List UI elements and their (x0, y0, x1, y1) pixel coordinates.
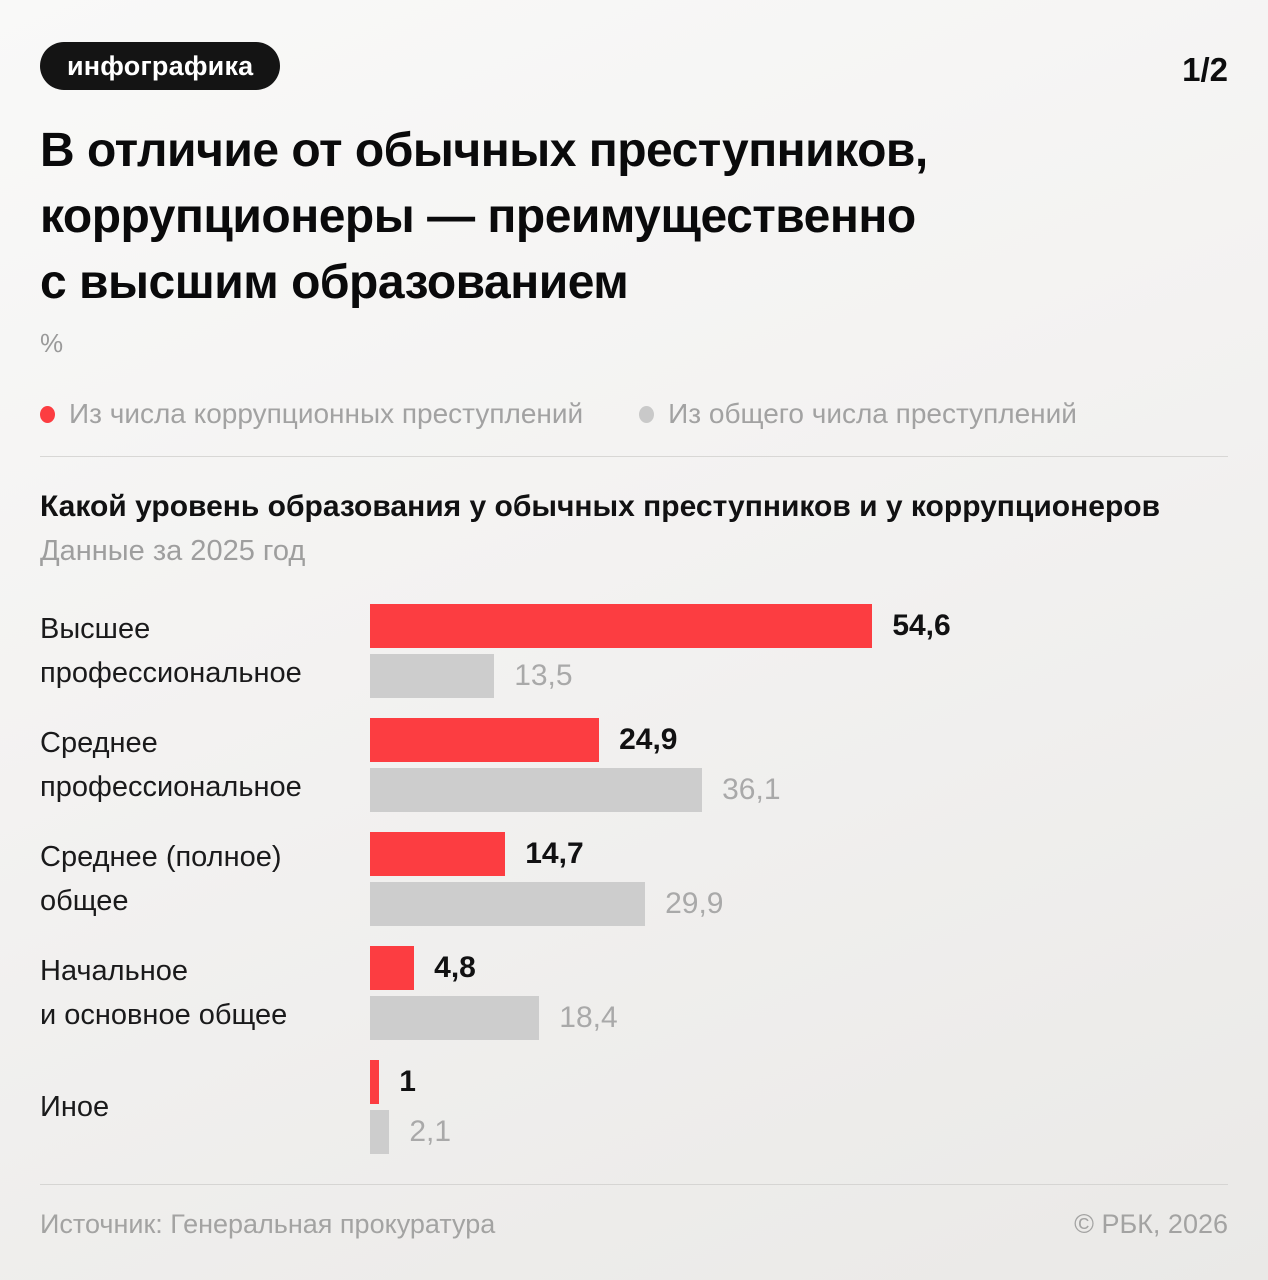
category-label: Иное (40, 1091, 110, 1123)
bar-value-corruption: 4,8 (434, 951, 476, 984)
header: инфографика 1/2 (40, 42, 1228, 90)
chart-row-secondary-full: Среднее (полное) общее 14,7 29,9 (40, 832, 1228, 926)
chart-question: Какой уровень образования у обычных прес… (40, 490, 1161, 523)
legend-red-dot-icon (40, 405, 55, 423)
category-label: Среднее профессиональное (40, 727, 302, 803)
bar-total (370, 882, 646, 926)
legend-item-total: Из общего числа преступлений (639, 398, 1077, 430)
bar-value-total: 18,4 (559, 1001, 618, 1034)
legend-gray-dot-icon (639, 405, 655, 423)
bar-value-total: 2,1 (409, 1115, 452, 1148)
bar-value-corruption: 54,6 (892, 609, 951, 642)
bar-total (370, 768, 703, 812)
bar-value-total: 36,1 (722, 773, 781, 806)
category-label: Высшее профессиональное (40, 613, 302, 689)
copyright-label: © РБК, 2026 (1074, 1209, 1228, 1239)
unit-label: % (40, 328, 64, 358)
bar-corruption (370, 1060, 380, 1104)
source-label: Источник: Генеральная прокуратура (40, 1209, 496, 1239)
bar-total (370, 996, 540, 1040)
bar-value-total: 29,9 (665, 887, 724, 920)
title-line-1: В отличие от обычных преступников, (40, 124, 928, 177)
bar-corruption (370, 832, 506, 876)
bar-corruption (370, 718, 600, 762)
bar-value-total: 13,5 (514, 659, 573, 692)
bar-value-corruption: 14,7 (525, 837, 584, 870)
bar-corruption (370, 946, 415, 990)
chart-row-secondary-professional: Среднее профессиональное 24,9 36,1 (40, 718, 1228, 812)
category-label: Среднее (полное) общее (40, 841, 282, 917)
bar-chart: Высшее профессиональное 54,6 13,5 Средне… (40, 604, 1228, 1154)
infographic-badge: инфографика (40, 42, 281, 90)
legend: Из числа коррупционных преступлений Из о… (40, 398, 1228, 430)
title-line-3: с высшим образованием (40, 256, 629, 309)
bar-total (370, 1110, 390, 1154)
legend-item-corruption: Из числа коррупционных преступлений (40, 398, 583, 430)
bar-value-corruption: 24,9 (619, 723, 678, 756)
data-period-note: Данные за 2025 год (40, 535, 306, 567)
page-counter: 1/2 (1182, 51, 1228, 88)
category-label: Начальное и основное общее (40, 955, 288, 1031)
chart-row-primary-basic: Начальное и основное общее 4,8 18,4 (40, 946, 1228, 1040)
bar-total (370, 654, 495, 698)
footer: Источник: Генеральная прокуратура © РБК,… (40, 1184, 1228, 1240)
bar-corruption (370, 604, 873, 648)
page-title: В отличие от обычных преступников, корру… (40, 118, 1228, 316)
badge-label: инфографика (67, 51, 254, 81)
chart-row-other: Иное 1 2,1 (40, 1060, 1228, 1154)
title-line-2: коррупционеры — преимущественно (40, 190, 916, 243)
legend-corruption-label: Из числа коррупционных преступлений (69, 398, 584, 429)
top-divider (40, 456, 1228, 457)
bar-value-corruption: 1 (399, 1065, 416, 1098)
legend-total-label: Из общего числа преступлений (668, 398, 1077, 429)
chart-row-higher-education: Высшее профессиональное 54,6 13,5 (40, 604, 1228, 698)
